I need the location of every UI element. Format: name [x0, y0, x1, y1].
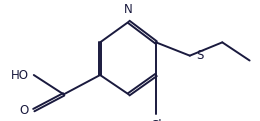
Text: N: N: [124, 3, 133, 16]
Text: Cl: Cl: [150, 119, 162, 121]
Text: HO: HO: [11, 68, 29, 82]
Text: O: O: [19, 104, 29, 117]
Text: S: S: [196, 49, 204, 62]
